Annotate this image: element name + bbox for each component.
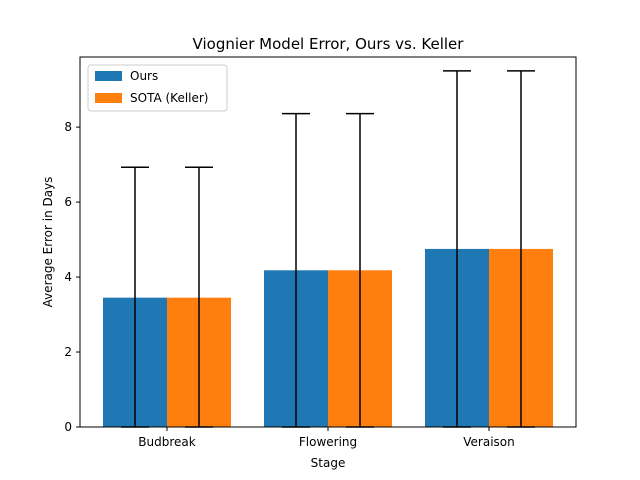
- legend-label: SOTA (Keller): [130, 91, 209, 105]
- x-tick-label: Flowering: [299, 435, 357, 449]
- x-axis-label: Stage: [311, 456, 346, 470]
- x-tick-label: Veraison: [463, 435, 514, 449]
- y-tick-label: 4: [64, 270, 72, 284]
- y-tick-label: 6: [64, 195, 72, 209]
- legend-label: Ours: [130, 69, 158, 83]
- y-tick-label: 2: [64, 345, 72, 359]
- legend-swatch: [95, 71, 122, 81]
- y-tick-label: 8: [64, 120, 72, 134]
- x-axis: Budbreak Flowering Veraison: [138, 427, 515, 449]
- error-bars-group: [121, 70, 535, 428]
- legend-swatch: [95, 93, 122, 103]
- y-axis: 0 2 4 6 8: [64, 120, 80, 434]
- legend: Ours SOTA (Keller): [87, 64, 228, 112]
- chart-title: Viognier Model Error, Ours vs. Keller: [193, 35, 465, 53]
- legend-box: [87, 64, 228, 112]
- y-axis-label: Average Error in Days: [41, 177, 55, 308]
- x-tick-label: Budbreak: [138, 435, 195, 449]
- y-tick-label: 0: [64, 420, 72, 434]
- bars-group: [103, 248, 553, 427]
